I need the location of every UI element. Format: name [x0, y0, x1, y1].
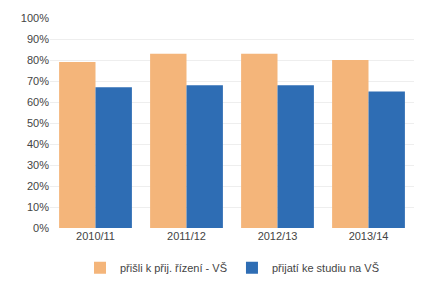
svg-text:10%: 10%: [27, 201, 49, 213]
svg-text:2013/14: 2013/14: [349, 230, 389, 242]
svg-text:2010/11: 2010/11: [76, 230, 115, 242]
svg-text:100%: 100%: [21, 12, 49, 24]
svg-text:přišli k přij. řízení - VŠ: přišli k přij. řízení - VŠ: [120, 262, 227, 274]
svg-text:80%: 80%: [27, 54, 49, 66]
svg-text:90%: 90%: [27, 33, 49, 45]
svg-text:70%: 70%: [27, 75, 49, 87]
svg-text:30%: 30%: [27, 159, 49, 171]
svg-text:2012/13: 2012/13: [258, 230, 298, 242]
svg-text:40%: 40%: [27, 138, 49, 150]
svg-text:20%: 20%: [27, 180, 49, 192]
svg-text:50%: 50%: [27, 117, 49, 129]
svg-text:60%: 60%: [27, 96, 49, 108]
svg-text:přijatí ke studiu na VŠ: přijatí ke studiu na VŠ: [272, 262, 379, 274]
svg-text:0%: 0%: [33, 222, 49, 234]
svg-text:2011/12: 2011/12: [167, 230, 206, 242]
